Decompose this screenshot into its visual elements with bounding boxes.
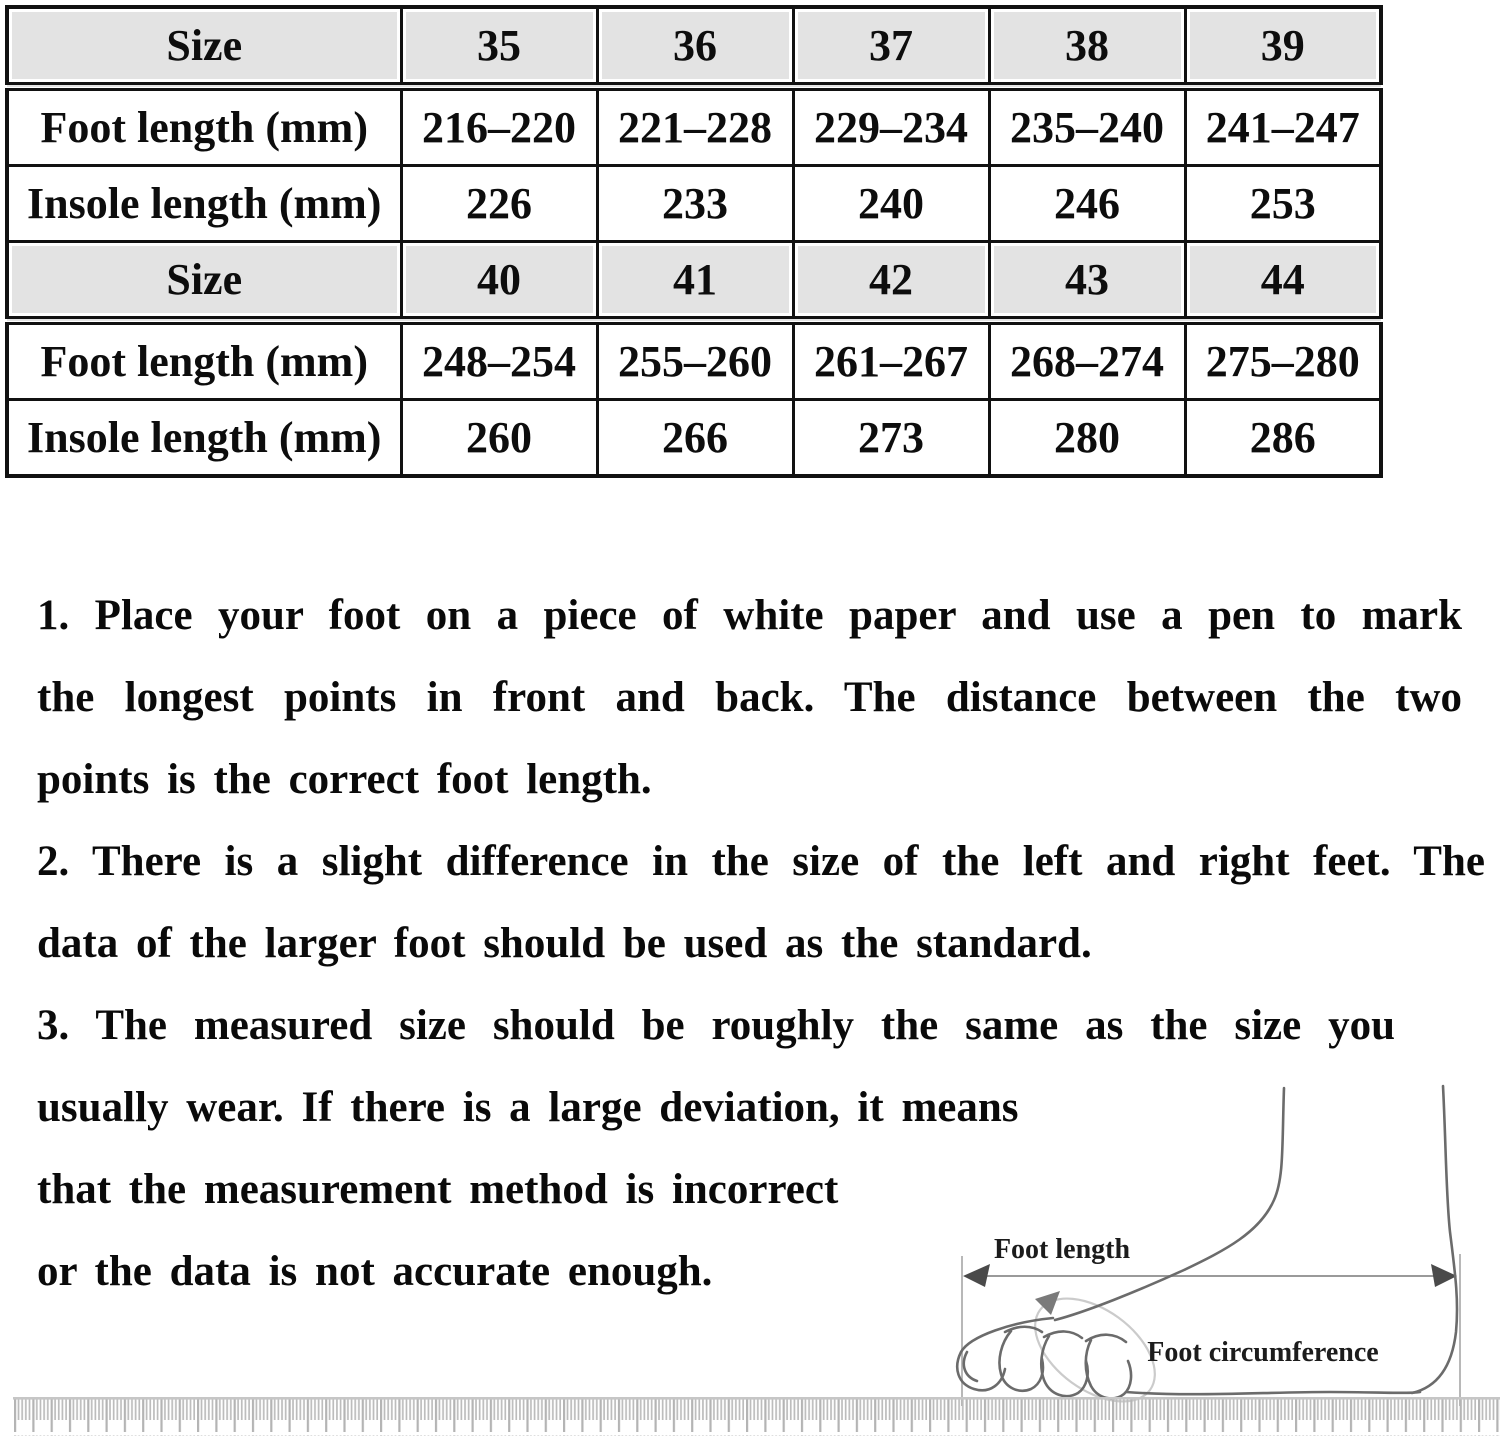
toe-curl-4 <box>1084 1333 1133 1400</box>
size-row-label: Size <box>5 5 403 91</box>
size-value: 39 <box>1183 5 1383 91</box>
insole-length-value: 260 <box>399 398 599 478</box>
foot-length-value: 241–247 <box>1183 85 1383 167</box>
size-header-row-2: Size 40 41 42 43 44 <box>5 240 1383 325</box>
circumference-ellipse <box>1034 1297 1156 1403</box>
size-value: 35 <box>399 5 599 91</box>
instruction-line: usually wear. If there is a large deviat… <box>37 1084 1019 1131</box>
leg-line-right-and-heel <box>1410 1084 1459 1395</box>
foot-length-row-label: Foot length (mm) <box>5 85 403 167</box>
foot-length-value: 235–240 <box>987 85 1187 167</box>
ruler <box>13 1397 1500 1436</box>
instruction-line: 1. Place your foot on a piece of white p… <box>37 592 1462 639</box>
instruction-line: that the measurement method is incorrect <box>37 1166 839 1213</box>
foot-length-value: 255–260 <box>595 319 795 401</box>
foot-length-value: 229–234 <box>791 85 991 167</box>
instruction-line: 3. The measured size should be roughly t… <box>37 1002 1395 1049</box>
foot-circumference-label: Foot circumference <box>1147 1337 1378 1368</box>
insole-length-value: 273 <box>791 398 991 478</box>
circumference-arrow-icon <box>1035 1291 1060 1315</box>
insole-length-value: 280 <box>987 398 1187 478</box>
instruction-line: data of the larger foot should be used a… <box>37 920 1092 967</box>
size-value: 41 <box>595 240 795 325</box>
foot-length-value: 216–220 <box>399 85 599 167</box>
insole-length-value: 266 <box>595 398 795 478</box>
size-value: 42 <box>791 240 991 325</box>
size-header-row-1: Size 35 36 37 38 39 <box>5 5 1383 91</box>
toe-curl-2 <box>998 1325 1045 1393</box>
instruction-line: 2. There is a slight difference in the s… <box>37 838 1485 885</box>
insole-length-value: 233 <box>595 164 795 243</box>
insole-length-row-label: Insole length (mm) <box>5 164 403 243</box>
foot-length-row-1: Foot length (mm) 216–220 221–228 229–234… <box>5 85 1383 167</box>
insole-length-row-1: Insole length (mm) 226 233 240 246 253 <box>5 164 1383 243</box>
insole-length-value: 240 <box>791 164 991 243</box>
size-value: 38 <box>987 5 1187 91</box>
foot-length-value: 261–267 <box>791 319 991 401</box>
arrow-left-icon <box>963 1264 990 1287</box>
foot-length-row-2: Foot length (mm) 248–254 255–260 261–267… <box>5 319 1383 401</box>
instruction-line: the longest points in front and back. Th… <box>37 674 1462 721</box>
size-value: 44 <box>1183 240 1383 325</box>
arrow-right-icon <box>1431 1264 1457 1287</box>
size-value: 37 <box>791 5 991 91</box>
insole-length-value: 253 <box>1183 164 1383 243</box>
foot-length-value: 221–228 <box>595 85 795 167</box>
insole-length-row-label: Insole length (mm) <box>5 398 403 478</box>
instruction-line: or the data is not accurate enough. <box>37 1248 713 1295</box>
measurement-instructions: 1. Place your foot on a piece of white p… <box>37 575 1485 1313</box>
size-chart-table: Size 35 36 37 38 39 Foot length (mm) 216… <box>5 5 1383 478</box>
insole-length-row-2: Insole length (mm) 260 266 273 280 286 <box>5 398 1383 478</box>
instruction-line: points is the correct foot length. <box>37 756 652 803</box>
leg-line-left-and-instep <box>1053 1086 1286 1322</box>
big-toe-nail <box>962 1350 979 1383</box>
size-value: 40 <box>399 240 599 325</box>
insole-length-value: 286 <box>1183 398 1383 478</box>
foot-measurement-diagram: Foot length Foot circumference <box>956 1084 1461 1406</box>
foot-length-value: 275–280 <box>1183 319 1383 401</box>
ruler-baseline <box>13 1397 1500 1400</box>
foot-length-label: Foot length <box>994 1234 1131 1265</box>
foot-length-value: 248–254 <box>399 319 599 401</box>
toe-curl-3 <box>1039 1330 1090 1398</box>
foot-bottom-line <box>1124 1390 1422 1396</box>
size-value: 36 <box>595 5 795 91</box>
ruler-ticks <box>14 1399 1500 1436</box>
size-value: 43 <box>987 240 1187 325</box>
size-row-label: Size <box>5 240 403 325</box>
foot-length-row-label: Foot length (mm) <box>5 319 403 401</box>
insole-length-value: 226 <box>399 164 599 243</box>
big-toe-curl <box>956 1316 1055 1392</box>
foot-length-value: 268–274 <box>987 319 1187 401</box>
insole-length-value: 246 <box>987 164 1187 243</box>
